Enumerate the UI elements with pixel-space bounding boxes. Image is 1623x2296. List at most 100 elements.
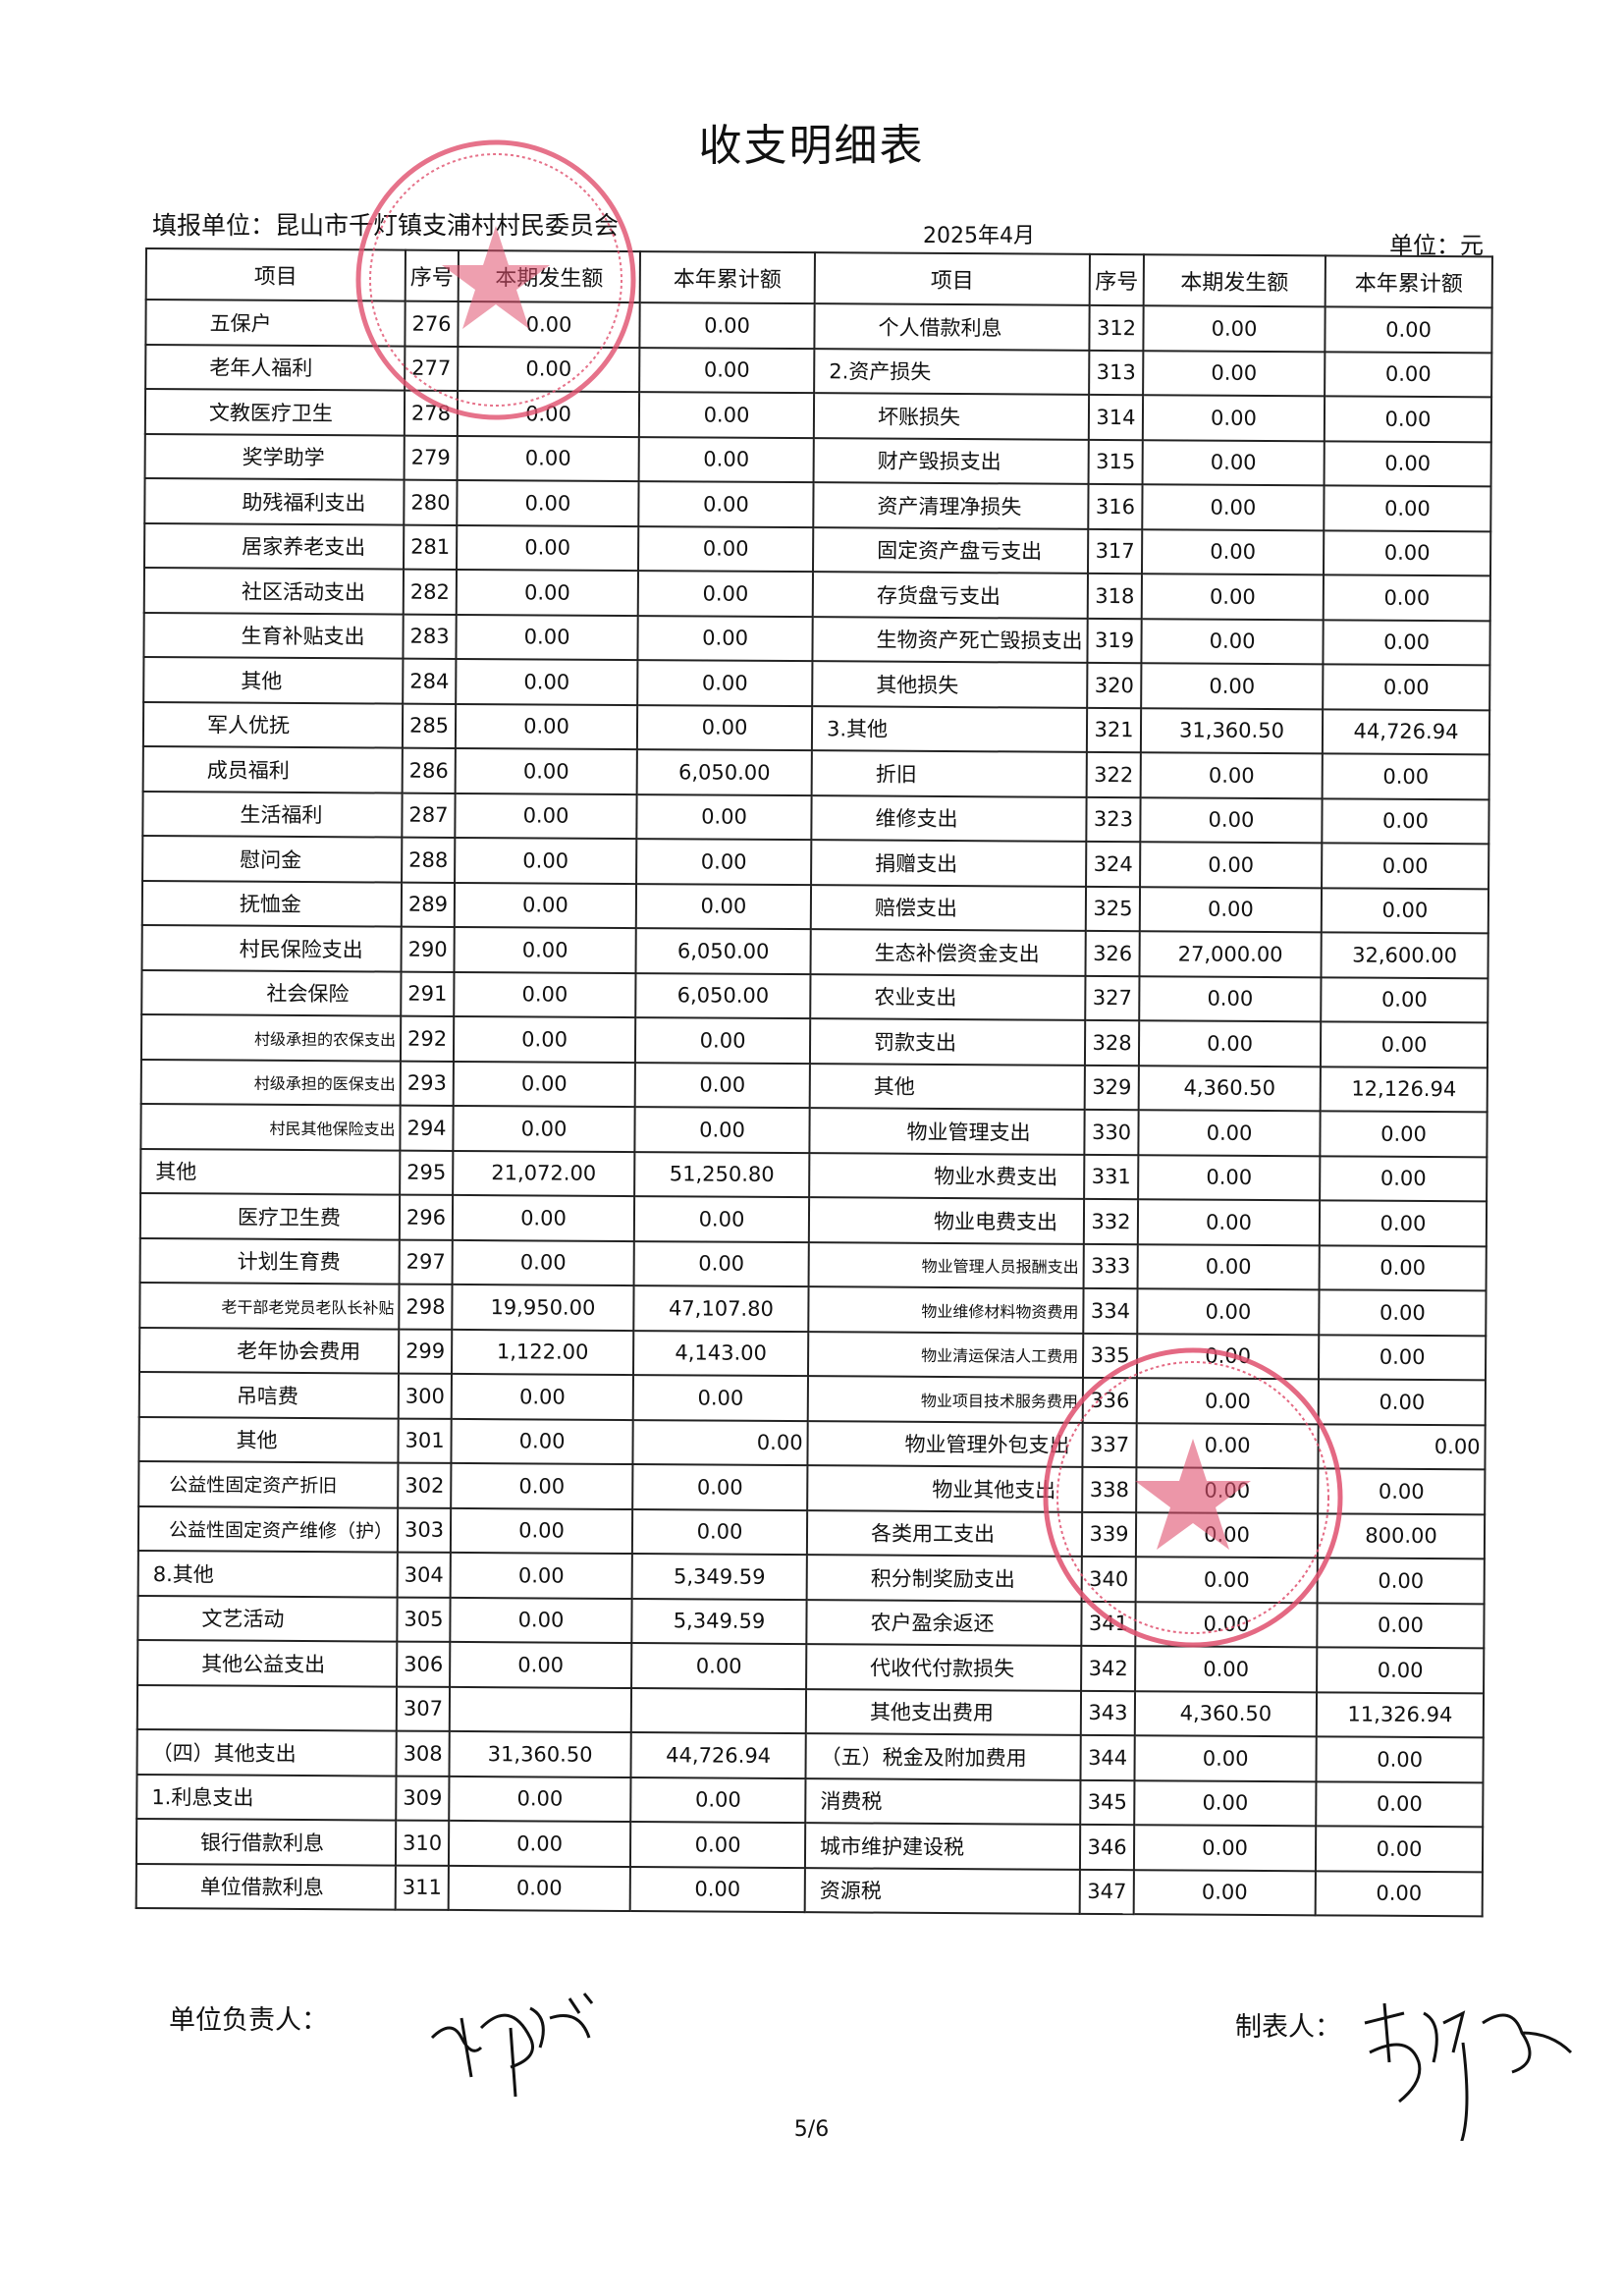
year-to-date-amount: 0.00 xyxy=(637,660,813,706)
current-period-amount: 4,360.50 xyxy=(1138,1065,1321,1112)
current-period-amount: 0.00 xyxy=(456,658,638,705)
current-period-amount: 0.00 xyxy=(450,1507,633,1555)
row-number: 304 xyxy=(397,1552,451,1598)
current-period-amount: 0.00 xyxy=(1138,1154,1321,1201)
current-period-amount: 0.00 xyxy=(450,1641,632,1688)
item-name: 捐赠支出 xyxy=(811,840,1087,887)
row-number: 317 xyxy=(1088,528,1143,574)
row-number: 299 xyxy=(399,1329,453,1374)
row-number: 340 xyxy=(1081,1556,1136,1602)
current-period-amount: 0.00 xyxy=(1141,618,1324,665)
current-period-amount: 0.00 xyxy=(449,1776,631,1823)
item-name: 生物资产死亡毁损支出 xyxy=(812,616,1088,663)
current-period-amount: 0.00 xyxy=(1135,1601,1318,1648)
item-name: 慰问金 xyxy=(142,835,403,883)
year-to-date-amount: 0.00 xyxy=(1316,1736,1484,1782)
row-number: 308 xyxy=(396,1730,450,1777)
year-to-date-amount: 51,250.80 xyxy=(634,1151,810,1198)
current-period-amount: 0.00 xyxy=(1143,305,1325,352)
year-to-date-amount: 800.00 xyxy=(1317,1512,1486,1559)
current-period-amount: 0.00 xyxy=(454,882,637,929)
year-to-date-amount: 0.00 xyxy=(1324,529,1491,576)
year-to-date-amount: 0.00 xyxy=(1320,1021,1488,1067)
row-number: 334 xyxy=(1083,1287,1138,1334)
item-name: 财产毁损支出 xyxy=(813,437,1089,484)
current-period-amount: 0.00 xyxy=(457,524,639,572)
current-period-amount: 31,360.50 xyxy=(1140,707,1324,754)
item-name: 农户盈余返还 xyxy=(806,1599,1082,1646)
row-number: 326 xyxy=(1085,930,1140,976)
item-name: 其他 xyxy=(143,656,404,704)
row-number: 288 xyxy=(402,837,456,883)
current-period-amount: 0.00 xyxy=(454,926,636,973)
row-number: 336 xyxy=(1082,1377,1138,1423)
year-to-date-amount: 0.00 xyxy=(1323,574,1491,621)
row-number: 301 xyxy=(398,1418,452,1463)
year-to-date-amount: 0.00 xyxy=(634,1107,810,1153)
year-to-date-amount: 0.00 xyxy=(1321,976,1488,1023)
year-to-date-amount: 0.00 xyxy=(1321,887,1489,934)
row-number: 331 xyxy=(1084,1154,1139,1200)
year-to-date-amount: 0.00 xyxy=(1322,843,1489,889)
row-number: 294 xyxy=(400,1105,454,1151)
row-number: 278 xyxy=(404,390,459,436)
item-name: 助残福利支出 xyxy=(144,478,405,525)
reporting-unit: 填报单位：昆山市千灯镇支浦村村民委员会 xyxy=(152,211,620,240)
row-number: 286 xyxy=(402,747,456,793)
current-period-amount: 0.00 xyxy=(1136,1378,1320,1424)
item-name: 物业清运保洁人工费用 xyxy=(808,1331,1084,1378)
year-to-date-amount: 5,349.59 xyxy=(631,1554,807,1600)
item-name: （五）税金及附加费用 xyxy=(805,1733,1081,1780)
item-name: 消费税 xyxy=(805,1777,1081,1825)
year-to-date-amount: 0.00 xyxy=(635,883,812,930)
report-period: 2025年4月 xyxy=(923,224,1035,248)
year-to-date-amount: 0.00 xyxy=(631,1643,807,1689)
column-header: 序号 xyxy=(1089,253,1145,306)
item-name: 物业项目技术服务费用 xyxy=(807,1376,1084,1423)
item-name: 奖学助学 xyxy=(144,433,405,480)
item-name: 其他 xyxy=(140,1148,401,1195)
row-number: 322 xyxy=(1086,751,1141,797)
column-header: 项目 xyxy=(814,252,1091,305)
item-name: 坏账损失 xyxy=(813,393,1090,440)
row-number: 345 xyxy=(1080,1779,1135,1826)
page-number: 5/6 xyxy=(793,2117,830,2142)
item-name xyxy=(136,1684,398,1731)
current-period-amount: 1,122.00 xyxy=(452,1329,634,1376)
current-period-amount: 0.00 xyxy=(451,1373,634,1420)
item-name: 固定资产盘亏支出 xyxy=(813,526,1089,574)
year-to-date-amount: 6,050.00 xyxy=(636,749,812,795)
year-to-date-amount: 0.00 xyxy=(1320,1111,1488,1157)
year-to-date-amount: 0.00 xyxy=(639,302,815,349)
item-name: 物业水费支出 xyxy=(809,1152,1085,1199)
year-to-date-amount: 44,726.94 xyxy=(630,1732,806,1778)
row-number: 323 xyxy=(1086,796,1141,843)
year-to-date-amount: 6,050.00 xyxy=(635,928,811,974)
year-to-date-amount: 0.00 xyxy=(1320,1155,1488,1202)
column-header: 序号 xyxy=(405,249,460,301)
row-number: 314 xyxy=(1088,394,1144,440)
current-period-amount: 19,950.00 xyxy=(452,1284,634,1331)
year-to-date-amount: 0.00 xyxy=(632,1419,808,1466)
current-period-amount: 0.00 xyxy=(457,435,639,482)
year-to-date-amount: 0.00 xyxy=(631,1508,808,1556)
year-to-date-amount: 0.00 xyxy=(1322,797,1489,845)
row-number: 279 xyxy=(404,435,458,480)
item-name: 五保户 xyxy=(145,300,406,347)
year-to-date-amount: 0.00 xyxy=(636,839,812,885)
row-number: 298 xyxy=(399,1284,453,1330)
year-to-date-amount: 0.00 xyxy=(1319,1244,1487,1291)
current-period-amount: 0.00 xyxy=(1137,1243,1320,1290)
item-name: 公益性固定资产折旧 xyxy=(138,1460,399,1508)
item-name: 8.其他 xyxy=(137,1550,398,1598)
year-to-date-amount: 0.00 xyxy=(1323,664,1490,710)
row-number: 315 xyxy=(1088,439,1143,485)
item-name: 文艺活动 xyxy=(137,1595,398,1642)
row-number: 341 xyxy=(1081,1601,1136,1647)
year-to-date-amount: 12,126.94 xyxy=(1320,1066,1488,1113)
current-period-amount: 0.00 xyxy=(448,1865,630,1912)
current-period-amount: 0.00 xyxy=(1143,350,1325,397)
item-name: 罚款支出 xyxy=(809,1018,1086,1066)
item-name: 积分制奖励支出 xyxy=(806,1555,1082,1602)
row-number: 292 xyxy=(400,1015,455,1062)
